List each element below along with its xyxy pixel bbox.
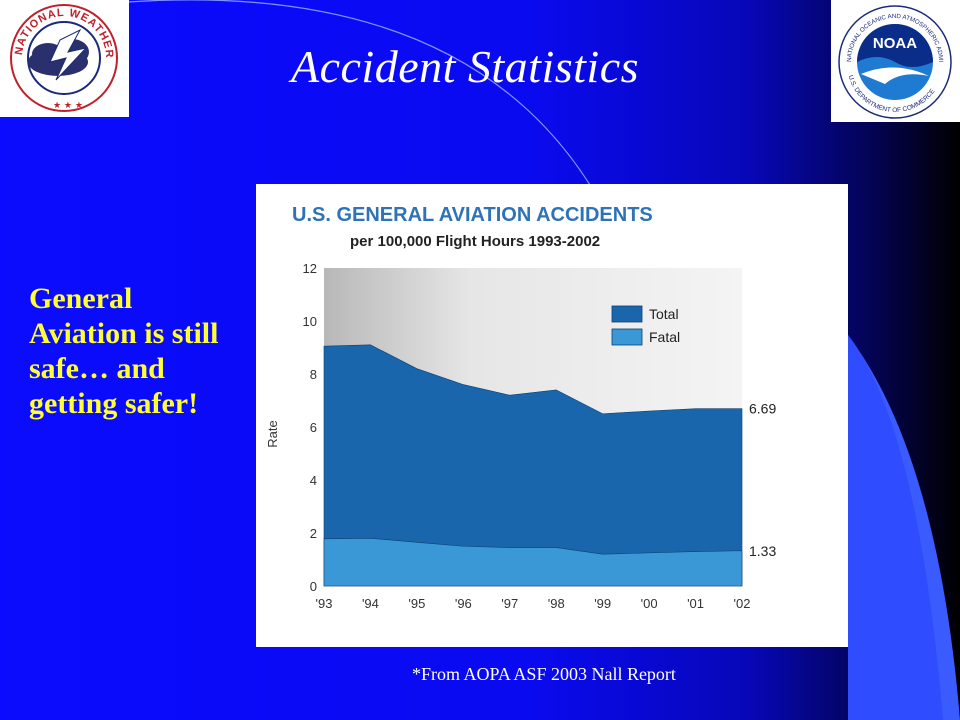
x-tick-label: '99 [594, 596, 611, 611]
y-tick-label: 4 [310, 473, 317, 488]
legend-label-fatal: Fatal [649, 329, 680, 345]
x-tick-label: '01 [687, 596, 704, 611]
x-tick-label: '97 [501, 596, 518, 611]
area-total [323, 344, 743, 587]
x-tick-label: '02 [734, 596, 751, 611]
legend-swatch-fatal [611, 328, 643, 346]
y-tick-label: 10 [303, 314, 317, 329]
x-tick-label: '95 [408, 596, 425, 611]
y-tick-label: 2 [310, 526, 317, 541]
side-message: General Aviation is still safe… and gett… [29, 282, 219, 420]
x-tick-label: '00 [641, 596, 658, 611]
chart-subtitle: per 100,000 Flight Hours 1993-2002 [350, 233, 600, 250]
legend-swatch-total [611, 305, 643, 323]
y-tick-label: 12 [303, 261, 317, 276]
x-tick-label: '96 [455, 596, 472, 611]
end-value-label-total: 6.69 [749, 401, 776, 417]
chart-panel: U.S. GENERAL AVIATION ACCIDENTS per 100,… [256, 184, 848, 647]
source-note: *From AOPA ASF 2003 Nall Report [412, 664, 676, 684]
noaa-logo: NATIONAL OCEANIC AND ATMOSPHERIC ADMINIS… [829, 0, 960, 122]
y-tick-label: 8 [310, 367, 317, 382]
nws-logo: NATIONAL WEATHER SERVICE ★ ★ ★ [0, 0, 129, 117]
y-tick-label: 6 [310, 420, 317, 435]
x-tick-label: '94 [362, 596, 379, 611]
chart-legend: Total Fatal [611, 305, 680, 346]
accident-rate-chart: U.S. GENERAL AVIATION ACCIDENTS per 100,… [265, 204, 776, 611]
y-axis-label: Rate [265, 420, 280, 447]
chart-title: U.S. GENERAL AVIATION ACCIDENTS [292, 204, 653, 226]
legend-label-total: Total [649, 306, 679, 322]
slide-title: Accident Statistics [290, 41, 640, 92]
svg-text:★ ★ ★: ★ ★ ★ [53, 101, 83, 111]
x-tick-label: '98 [548, 596, 565, 611]
noaa-center-text: NOAA [873, 35, 917, 52]
decorative-side-shape [848, 335, 960, 720]
area-fatal [323, 537, 743, 587]
end-value-label-fatal: 1.33 [749, 543, 776, 559]
y-tick-label: 0 [310, 579, 317, 594]
x-tick-label: '93 [316, 596, 333, 611]
